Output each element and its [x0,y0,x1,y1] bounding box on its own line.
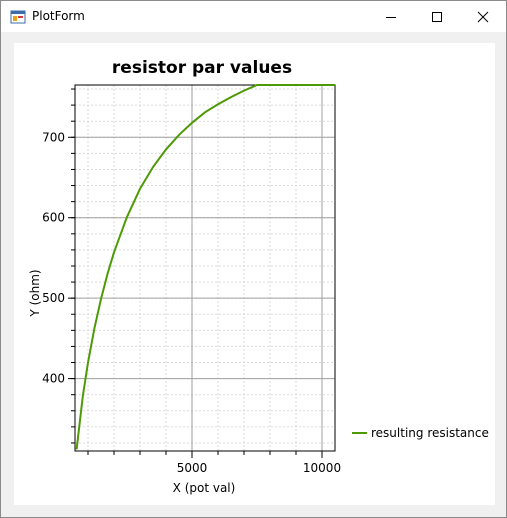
major-grid [75,85,335,451]
window-title: PlotForm [32,9,85,23]
x-axis-label: X (pot val) [173,481,236,495]
y-tick-label: 700 [42,130,65,144]
close-button[interactable] [460,1,506,32]
tick-labels: 5000 10000 400 500 600 700 [42,130,341,475]
plot-frame [74,84,336,452]
minimize-button[interactable] [368,1,414,32]
maximize-button[interactable] [414,1,460,32]
y-tick-label: 600 [42,211,65,225]
chart-title: resistor par values [112,58,292,78]
y-tick-label: 400 [42,372,65,386]
title-bar[interactable]: PlotForm [1,1,506,32]
minor-grid [75,85,335,451]
y-axis-label: Y (ohm) [28,269,42,317]
series-line-resulting-resistance [75,84,335,450]
legend-label: resulting resistance [371,426,489,440]
close-icon [477,11,489,23]
maximize-icon [432,12,442,22]
axis-ticks [68,88,323,458]
plot-area-container: resistor par values 5000 10000 400 500 600 70… [14,43,495,505]
x-tick-label: 5000 [177,461,208,475]
form-icon [10,10,26,24]
minimize-icon [386,17,396,18]
x-tick-label: 10000 [303,461,341,475]
chart[interactable]: resistor par values 5000 10000 400 500 600 70… [14,43,495,505]
legend: resulting resistance [352,426,489,440]
y-tick-label: 500 [42,291,65,305]
